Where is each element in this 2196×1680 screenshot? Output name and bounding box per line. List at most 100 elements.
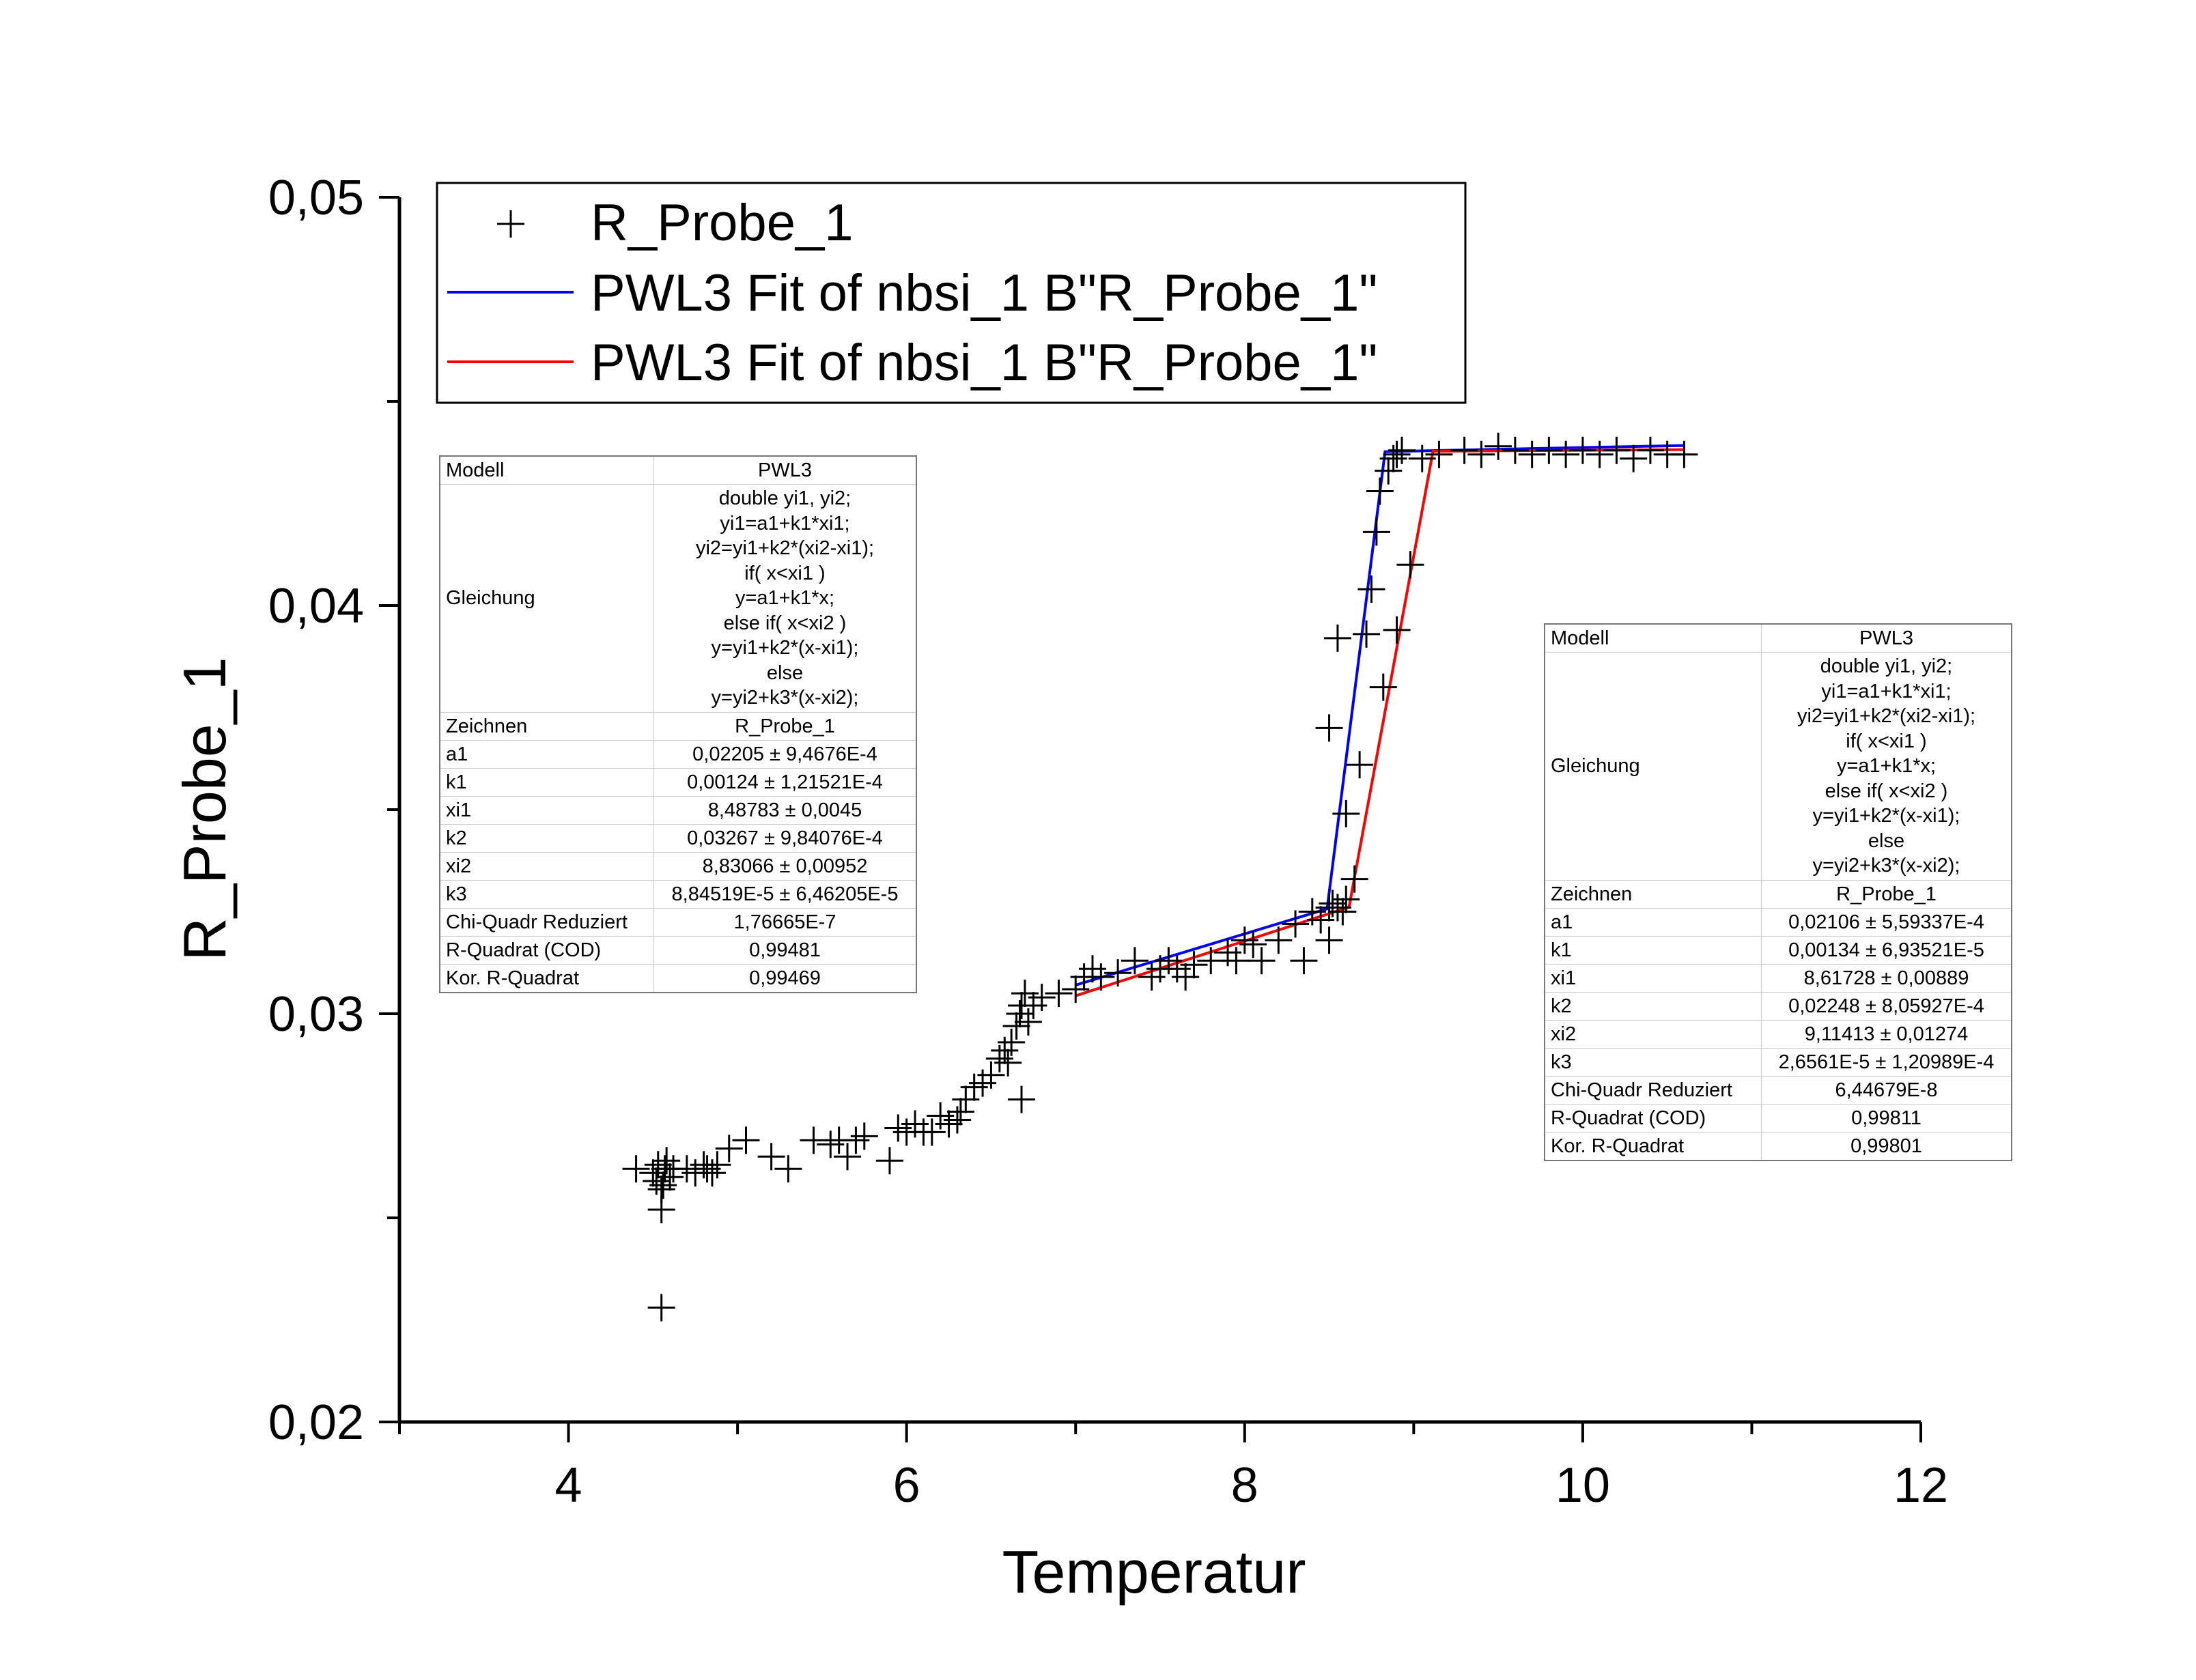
data-point: [1172, 963, 1200, 991]
table-row: Kor. R-Quadrat 0,99801: [1544, 1131, 2012, 1161]
table-row: Chi-Quadr Reduziert 6,44679E-8: [1544, 1075, 2012, 1105]
row-label: xi1: [439, 795, 654, 825]
data-point: [901, 1110, 929, 1138]
data-point: [1450, 436, 1478, 464]
data-point: [1383, 440, 1411, 468]
data-point: [1282, 910, 1310, 938]
row-label: xi1: [1544, 963, 1762, 993]
data-point: [1670, 440, 1698, 468]
data-point: [1586, 440, 1614, 468]
y-tick-label: 0,02: [268, 1395, 364, 1450]
row-label: Zeichnen: [1544, 879, 1762, 909]
equation-line: yi1=a1+k1*xi1;: [720, 512, 850, 535]
equation-line: y=a1+k1*x;: [1836, 755, 1937, 777]
data-point: [1357, 575, 1385, 603]
row-value: 8,48783 ± 0,0045: [653, 795, 917, 825]
data-point: [1340, 865, 1368, 893]
row-label: Chi-Quadr Reduziert: [1544, 1075, 1762, 1105]
equation-line: y=yi2+k3*(x-xi2);: [711, 687, 859, 709]
equation-line: if( x<xi1 ): [1846, 730, 1927, 752]
row-value: 0,99469: [653, 963, 917, 993]
axes: 4 6 8 10 12 0,02 0,03 0,04 0,05: [268, 171, 1948, 1513]
data-point: [732, 1126, 760, 1154]
row-value: PWL3: [1761, 623, 2012, 653]
row-label: Kor. R-Quadrat: [1544, 1131, 1762, 1161]
fit-parameters-table-right: Modell PWL3 Gleichung double yi1, yi2; yi1=a…: [1544, 623, 2012, 1161]
data-point: [1484, 432, 1512, 460]
equation-line: double yi1, yi2;: [1820, 655, 1953, 677]
data-point: [817, 1130, 845, 1158]
x-axis-title: Temperatur: [1002, 1538, 1306, 1606]
row-label: k3: [439, 879, 654, 909]
data-point: [1014, 1008, 1042, 1036]
table-row: k3 8,84519E-5 ± 6,46205E-5: [439, 879, 917, 909]
table-row: Zeichnen R_Probe_1: [1544, 879, 2012, 909]
data-point: [1011, 980, 1039, 1008]
data-point: [1197, 947, 1225, 975]
table-row: Gleichung double yi1, yi2; yi1=a1+k1*xi1; y…: [439, 484, 917, 713]
row-label: k1: [439, 767, 654, 797]
data-point: [1062, 976, 1090, 1003]
data-point: [647, 1294, 675, 1322]
row-label: R-Quadrat (COD): [439, 935, 654, 965]
data-point: [1028, 984, 1056, 1012]
row-value: 8,83066 ± 0,00952: [653, 851, 917, 881]
data-point: [1180, 951, 1208, 979]
data-point: [647, 1196, 675, 1224]
equation-line: y=yi2+k3*(x-xi2);: [1812, 855, 1960, 877]
table-row: Chi-Quadr Reduziert 1,76665E-7: [439, 907, 917, 937]
data-point: [703, 1151, 731, 1179]
data-point: [1535, 436, 1563, 464]
table-row: R-Quadrat (COD) 0,99481: [439, 935, 917, 965]
data-point: [850, 1122, 878, 1150]
legend: R_Probe_1 PWL3 Fit of nbsi_1 B"R_Probe_1…: [436, 182, 1467, 404]
row-value: 0,00124 ± 1,21521E-4: [653, 767, 917, 797]
table-row: xi1 8,61728 ± 0,00889: [1544, 963, 2012, 993]
row-label: a1: [1544, 907, 1762, 937]
data-point: [1366, 477, 1394, 505]
table-row: k2 0,02248 ± 8,05927E-4: [1544, 991, 2012, 1021]
data-point: [1388, 436, 1416, 464]
x-tick-label: 8: [1231, 1458, 1258, 1513]
row-label: Kor. R-Quadrat: [439, 963, 654, 993]
table-row: Zeichnen R_Probe_1: [439, 711, 917, 741]
row-label: k2: [1544, 991, 1762, 1021]
legend-label-blue-fit: PWL3 Fit of nbsi_1 B"R_Probe_1": [591, 264, 1377, 322]
data-point: [715, 1135, 743, 1163]
equation-line: else if( x<xi2 ): [723, 612, 847, 634]
data-point: [1002, 1012, 1030, 1040]
data-point: [1222, 947, 1250, 975]
row-value: double yi1, yi2; yi1=a1+k1*xi1; yi2=yi1+k2…: [653, 484, 917, 713]
data-point: [622, 1155, 650, 1183]
data-point: [991, 1036, 1019, 1064]
data-point: [1329, 898, 1357, 926]
data-point: [656, 1163, 684, 1191]
data-point: [1006, 1000, 1034, 1027]
equation-line: yi1=a1+k1*xi1;: [1821, 680, 1952, 702]
data-point: [1467, 440, 1495, 468]
data-point: [1636, 436, 1664, 464]
equation-line: else: [766, 661, 804, 684]
table-row: Kor. R-Quadrat 0,99469: [439, 963, 917, 993]
legend-label-red-fit: PWL3 Fit of nbsi_1 B"R_Probe_1": [591, 334, 1377, 392]
table-row: xi1 8,48783 ± 0,0045: [439, 795, 917, 825]
table-row: a1 0,02106 ± 5,59337E-4: [1544, 907, 2012, 937]
row-value: 8,61728 ± 0,00889: [1761, 963, 2012, 993]
data-points: [622, 432, 1698, 1322]
data-point: [1019, 992, 1047, 1020]
data-point: [994, 1049, 1022, 1077]
row-value: 0,02248 ± 8,05927E-4: [1761, 991, 2012, 1021]
equation-line: double yi1, yi2;: [718, 487, 851, 509]
fit-parameters-table-left: Modell PWL3 Gleichung double yi1, yi2; yi1=a…: [439, 455, 917, 993]
table-row: R-Quadrat (COD) 0,99811: [1544, 1103, 2012, 1133]
row-value: 0,02205 ± 9,4676E-4: [653, 739, 917, 769]
data-point: [1248, 947, 1276, 975]
row-value: PWL3: [653, 455, 917, 485]
data-point: [1383, 616, 1411, 644]
table-row: k1 0,00124 ± 1,21521E-4: [439, 767, 917, 797]
data-point: [1620, 444, 1648, 472]
data-point: [1603, 436, 1631, 464]
equation-line: yi2=yi1+k2*(xi2-xi1);: [695, 537, 875, 559]
y-tick-label: 0,03: [268, 987, 364, 1042]
